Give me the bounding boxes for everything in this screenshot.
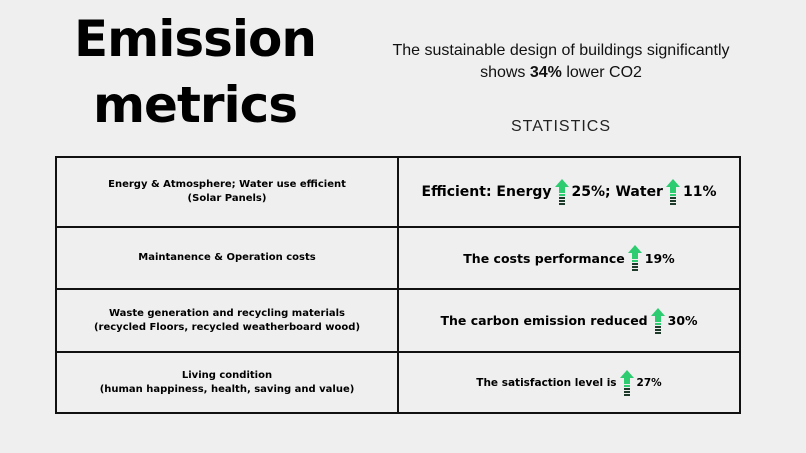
metric-cell-maintenance: Maintanence & Operation costs (57, 228, 399, 290)
metric-label: Waste generation and recycling materials (108, 307, 346, 319)
subtitle-suffix: lower CO2 (561, 64, 642, 81)
metric-sublabel: (recycled Floors, recycled weatherboard … (93, 321, 361, 333)
up-arrow-icon (619, 369, 634, 396)
up-arrow-icon (554, 179, 569, 205)
result-text: Efficient: Energy (421, 184, 552, 200)
result-value: 11% (682, 184, 717, 200)
result-value: 19% (644, 250, 675, 266)
result-cell-living: The satisfaction level is 27% (399, 353, 739, 412)
subtitle-line-2: shows 34% lower CO2 (370, 62, 752, 84)
result-value: 25%; Water (571, 184, 663, 200)
metric-label: Living condition (181, 369, 273, 381)
result-cell-maintenance: The costs performance 19% (399, 228, 739, 290)
result-text: The carbon emission reduced (440, 313, 648, 328)
title-line-1: Emission (74, 10, 317, 68)
up-arrow-icon (627, 245, 642, 271)
result-text: The costs performance (463, 250, 625, 266)
result-cell-waste: The carbon emission reduced 30% (399, 290, 739, 353)
metric-cell-energy: Energy & Atmosphere; Water use efficient… (57, 158, 399, 228)
up-arrow-icon (665, 179, 680, 205)
metric-cell-waste: Waste generation and recycling materials… (57, 290, 399, 353)
metrics-table: Energy & Atmosphere; Water use efficient… (55, 156, 741, 414)
subtitle: The sustainable design of buildings sign… (370, 40, 752, 84)
metric-sublabel: (human happiness, health, saving and val… (99, 383, 355, 395)
subtitle-highlight: 34% (529, 64, 562, 81)
result-text: The satisfaction level is (476, 376, 617, 389)
statistics-heading: STATISTICS (510, 118, 612, 135)
up-arrow-icon (650, 307, 665, 334)
title-line-2: metrics (92, 76, 298, 134)
page-title: Emission metrics (60, 6, 330, 138)
metric-sublabel: (Solar Panels) (187, 193, 267, 204)
subtitle-prefix: shows (480, 64, 530, 81)
result-value: 30% (667, 313, 698, 328)
metric-label: Maintanence & Operation costs (138, 252, 316, 263)
metric-cell-living: Living condition (human happiness, healt… (57, 353, 399, 412)
result-value: 27% (636, 376, 662, 389)
subtitle-line-1: The sustainable design of buildings sign… (392, 42, 730, 59)
metric-label: Energy & Atmosphere; Water use efficient (108, 179, 346, 190)
result-cell-energy: Efficient: Energy 25%; Water 11% (399, 158, 739, 228)
